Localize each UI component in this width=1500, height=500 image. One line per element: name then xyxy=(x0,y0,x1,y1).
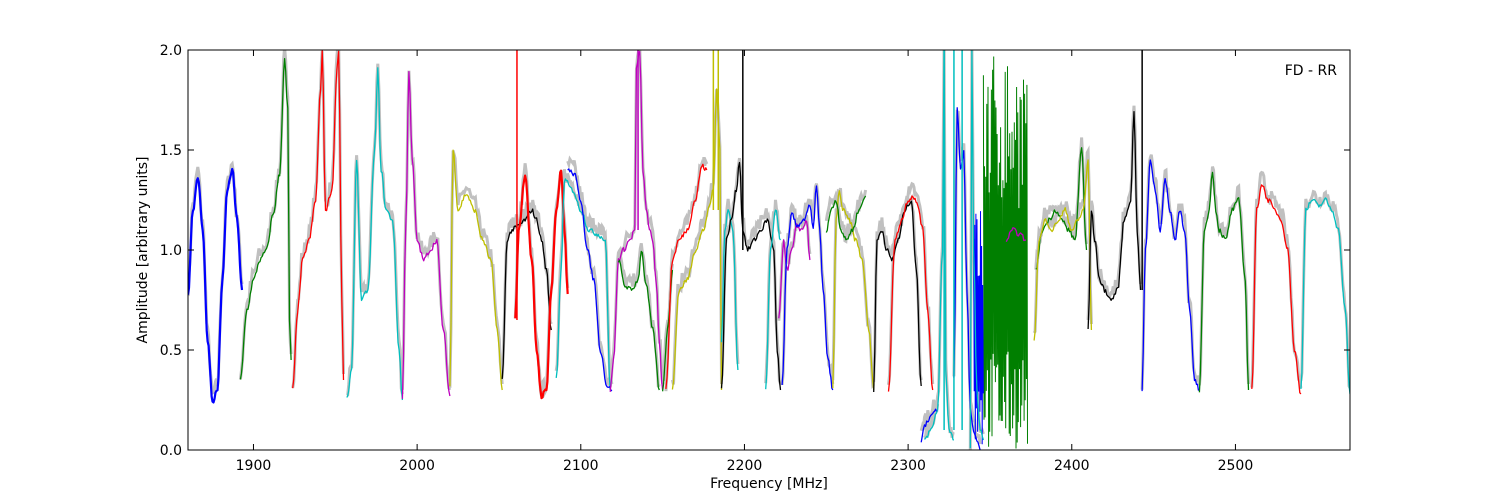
series-line-36 xyxy=(1300,197,1350,395)
series-line-0 xyxy=(188,167,244,404)
series-line-33 xyxy=(1141,159,1200,392)
y-tick-label: 0.0 xyxy=(160,443,182,459)
y-tick-label: 1.0 xyxy=(160,243,182,259)
plot-area xyxy=(188,50,1350,450)
series-line-3 xyxy=(346,67,404,401)
background-trace xyxy=(648,214,665,385)
series-line-10 xyxy=(609,50,651,392)
series-line-7 xyxy=(514,169,569,400)
series-line-34 xyxy=(1198,171,1250,393)
x-tick-label: 2100 xyxy=(563,458,599,474)
series-line-29 xyxy=(1005,227,1027,242)
series-line-28 xyxy=(969,50,985,449)
series-line-2 xyxy=(292,50,345,389)
x-tick-label: 2500 xyxy=(1218,458,1254,474)
series-line-23 xyxy=(873,200,922,393)
series-line-1 xyxy=(239,58,292,380)
y-tick-label: 0.5 xyxy=(160,343,182,359)
series-line-16 xyxy=(720,209,739,371)
annotation-label: FD - RR xyxy=(1285,63,1338,79)
series-line-26 xyxy=(924,50,955,441)
dense-band-1 xyxy=(973,211,984,445)
y-tick-label: 1.5 xyxy=(160,143,182,159)
series-line-5 xyxy=(449,149,503,391)
series-line-14 xyxy=(665,163,708,389)
series-line-32 xyxy=(1087,111,1142,330)
series-line-19 xyxy=(778,220,811,319)
background-trace xyxy=(824,189,868,244)
x-tick-label: 2000 xyxy=(399,458,435,474)
dense-band-0 xyxy=(982,56,1028,449)
series-line-31 xyxy=(1033,159,1093,341)
series-line-35 xyxy=(1251,184,1302,395)
series-layer xyxy=(188,50,1350,450)
series-line-30 xyxy=(1035,147,1088,270)
series-line-4 xyxy=(401,70,451,399)
x-tick-label: 2400 xyxy=(1054,458,1090,474)
x-tick-label: 2300 xyxy=(890,458,926,474)
x-tick-label: 2200 xyxy=(727,458,763,474)
series-line-24 xyxy=(887,195,934,392)
series-line-20 xyxy=(781,185,834,391)
ticks-layer: 1900 2000 2100 2200 2300 2400 2500 0.0 0.5 1.0 1.5… xyxy=(160,43,1350,474)
y-tick-label: 2.0 xyxy=(160,43,182,59)
background-trace xyxy=(448,150,504,388)
series-line-22 xyxy=(825,195,867,241)
series-line-18 xyxy=(765,209,782,390)
background-trace xyxy=(617,243,661,388)
series-line-11 xyxy=(617,250,660,391)
series-line-21 xyxy=(832,190,875,391)
x-tick-label: 1900 xyxy=(236,458,272,474)
series-line-17 xyxy=(720,161,782,391)
series-line-9 xyxy=(567,168,613,392)
series-line-12 xyxy=(648,228,664,391)
series-line-27 xyxy=(953,107,981,450)
x-axis-label: Frequency [MHz] xyxy=(710,476,828,492)
y-axis-label: Amplitude [arbitrary units] xyxy=(135,157,151,344)
background-trace xyxy=(664,156,709,392)
series-line-25 xyxy=(920,408,939,443)
